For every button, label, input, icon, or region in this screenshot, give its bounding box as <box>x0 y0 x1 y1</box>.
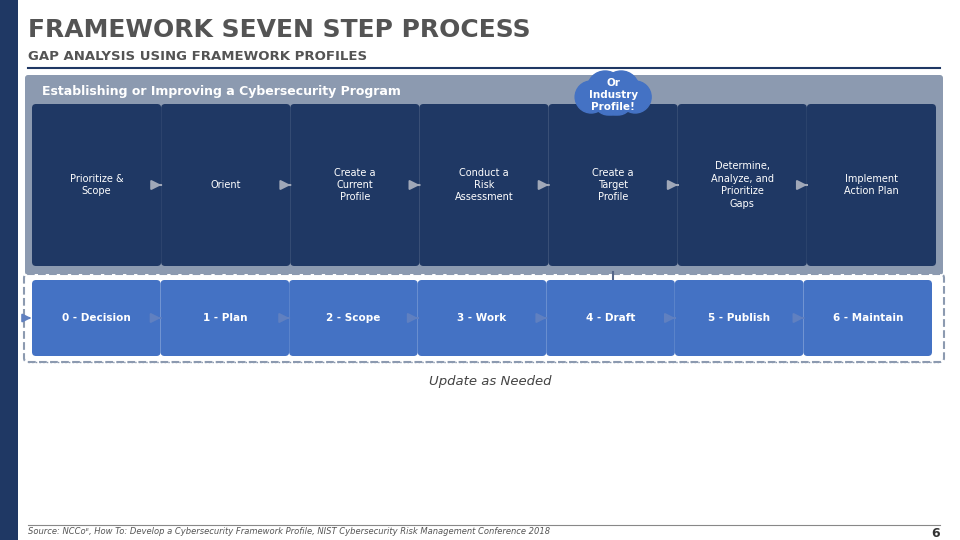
FancyBboxPatch shape <box>675 280 804 356</box>
FancyBboxPatch shape <box>0 0 18 540</box>
Text: Update as Needed: Update as Needed <box>429 375 551 388</box>
FancyBboxPatch shape <box>161 104 290 266</box>
Circle shape <box>575 81 607 113</box>
Text: FRAMEWORK SEVEN STEP PROCESS: FRAMEWORK SEVEN STEP PROCESS <box>28 18 531 42</box>
Text: 6: 6 <box>931 527 940 540</box>
FancyBboxPatch shape <box>548 104 678 266</box>
Text: GAP ANALYSIS USING FRAMEWORK PROFILES: GAP ANALYSIS USING FRAMEWORK PROFILES <box>28 50 367 63</box>
FancyBboxPatch shape <box>289 280 418 356</box>
Text: Orient: Orient <box>210 180 241 190</box>
FancyBboxPatch shape <box>678 104 806 266</box>
Text: Create a
Current
Profile: Create a Current Profile <box>334 167 375 202</box>
Text: Implement
Action Plan: Implement Action Plan <box>844 174 899 196</box>
Circle shape <box>604 87 632 115</box>
Circle shape <box>619 81 651 113</box>
Text: 2 - Scope: 2 - Scope <box>326 313 380 323</box>
Text: Create a
Target
Profile: Create a Target Profile <box>592 167 634 202</box>
Circle shape <box>593 75 634 115</box>
FancyBboxPatch shape <box>290 104 420 266</box>
Text: Conduct a
Risk
Assessment: Conduct a Risk Assessment <box>455 167 514 202</box>
Text: 0 - Decision: 0 - Decision <box>61 313 131 323</box>
FancyBboxPatch shape <box>24 274 944 362</box>
FancyBboxPatch shape <box>806 104 936 266</box>
Text: Establishing or Improving a Cybersecurity Program: Establishing or Improving a Cybersecurit… <box>42 85 401 98</box>
FancyBboxPatch shape <box>420 104 548 266</box>
FancyBboxPatch shape <box>160 280 289 356</box>
Circle shape <box>588 71 623 107</box>
Text: 3 - Work: 3 - Work <box>457 313 507 323</box>
Text: Or
Industry
Profile!: Or Industry Profile! <box>588 78 637 112</box>
FancyBboxPatch shape <box>25 75 943 275</box>
Circle shape <box>603 71 639 107</box>
Text: 4 - Draft: 4 - Draft <box>586 313 636 323</box>
FancyBboxPatch shape <box>32 104 161 266</box>
Text: 5 - Publish: 5 - Publish <box>708 313 770 323</box>
Text: Determine,
Analyze, and
Prioritize
Gaps: Determine, Analyze, and Prioritize Gaps <box>710 161 774 208</box>
Circle shape <box>594 87 622 115</box>
Text: 6 - Maintain: 6 - Maintain <box>832 313 903 323</box>
FancyBboxPatch shape <box>546 280 675 356</box>
Text: 1 - Plan: 1 - Plan <box>203 313 247 323</box>
FancyBboxPatch shape <box>804 280 932 356</box>
FancyBboxPatch shape <box>586 87 641 107</box>
FancyBboxPatch shape <box>32 280 160 356</box>
Text: Source: NCCoᴱ, How To: Develop a Cybersecurity Framework Profile, NIST Cybersecu: Source: NCCoᴱ, How To: Develop a Cyberse… <box>28 527 550 536</box>
FancyBboxPatch shape <box>418 280 546 356</box>
Text: Prioritize &
Scope: Prioritize & Scope <box>70 174 124 196</box>
